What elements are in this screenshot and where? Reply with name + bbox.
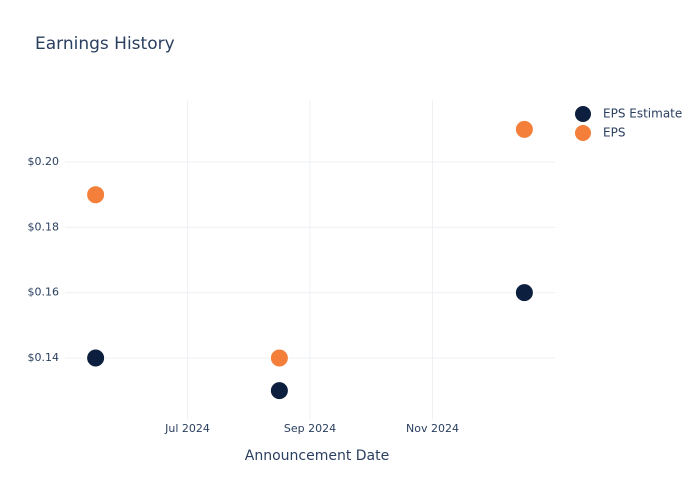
legend-label: EPS xyxy=(603,126,625,140)
legend-label: EPS Estimate xyxy=(603,107,682,121)
y-tick-label: $0.14 xyxy=(28,351,60,364)
x-tick-label: Sep 2024 xyxy=(284,422,336,435)
legend-marker xyxy=(575,106,591,122)
y-tick-label: $0.16 xyxy=(28,286,60,299)
data-point xyxy=(514,283,534,303)
data-point xyxy=(269,348,289,368)
x-tick-label: Nov 2024 xyxy=(406,422,459,435)
data-point xyxy=(86,185,106,205)
legend-marker xyxy=(575,125,591,141)
data-point xyxy=(514,119,534,139)
y-tick-label: $0.18 xyxy=(28,220,60,233)
y-tick-label: $0.20 xyxy=(28,155,60,168)
x-tick-label: Jul 2024 xyxy=(164,422,210,435)
chart-title: Earnings History xyxy=(35,34,175,54)
x-axis-label: Announcement Date xyxy=(245,448,389,464)
data-point xyxy=(86,348,106,368)
data-point xyxy=(269,381,289,401)
